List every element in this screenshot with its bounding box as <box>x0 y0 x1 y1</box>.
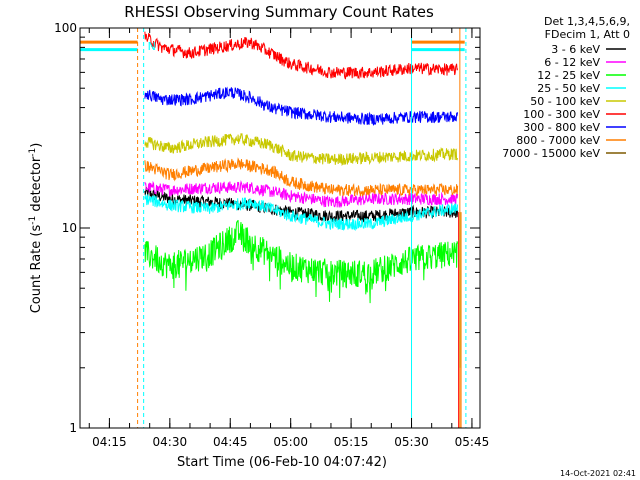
series-line-2 <box>144 219 459 304</box>
x-tick-label: 05:15 <box>334 435 369 449</box>
legend-entry-label: 7000 - 15000 keV <box>502 147 600 160</box>
y-axis: 1 10 100 <box>54 21 480 435</box>
legend-header-line: Det 1,3,4,5,6,9, <box>544 15 630 28</box>
x-axis-label: Start Time (06-Feb-10 04:07:42) <box>177 455 387 470</box>
y-axis-label-part: detector <box>29 156 44 216</box>
legend-entry-label: 3 - 6 keV <box>551 43 600 56</box>
plot-area: N <box>80 28 467 428</box>
legend-entry-label: 12 - 25 keV <box>537 69 600 82</box>
y-axis-label-exponent: -1 <box>28 148 38 157</box>
x-tick-label: 04:45 <box>213 435 248 449</box>
series-line-3 <box>144 193 459 232</box>
y-tick-label: 10 <box>62 221 77 235</box>
footer-date: 14-Oct-2021 02:41 <box>560 469 636 478</box>
chart-title: RHESSI Observing Summary Count Rates <box>124 3 434 21</box>
x-axis: 04:15 04:30 04:45 05:00 05:15 05:30 05:45 <box>88 28 490 449</box>
y-axis-label-part: Count Rate (s <box>29 225 44 314</box>
y-axis-label-exponent: -1 <box>28 216 38 225</box>
y-axis-label: Count Rate (s-1 detector-1) <box>28 143 44 314</box>
marker-label: N <box>148 40 156 53</box>
series-line-6 <box>144 86 459 126</box>
series-line-4 <box>144 133 459 167</box>
series-line-1 <box>144 179 459 209</box>
x-tick-label: 04:15 <box>92 435 127 449</box>
x-tick-label: 05:00 <box>273 435 308 449</box>
x-tick-label: 04:30 <box>153 435 188 449</box>
legend: Det 1,3,4,5,6,9, FDecim 1, Att 0 3 - 6 k… <box>502 15 630 160</box>
y-axis-label-part: ) <box>29 143 44 148</box>
series-line-5 <box>144 31 459 80</box>
series-line-7 <box>144 157 459 197</box>
legend-header-line: FDecim 1, Att 0 <box>545 28 630 41</box>
legend-entry-label: 800 - 7000 keV <box>516 134 600 147</box>
legend-entry-label: 6 - 12 keV <box>544 56 600 69</box>
legend-entry-label: 100 - 300 keV <box>523 108 600 121</box>
legend-entry-label: 25 - 50 keV <box>537 82 600 95</box>
x-tick-label: 05:45 <box>455 435 490 449</box>
x-tick-label: 05:30 <box>394 435 429 449</box>
y-tick-label: 1 <box>69 421 77 435</box>
legend-entry-label: 300 - 800 keV <box>523 121 600 134</box>
y-tick-label: 100 <box>54 21 77 35</box>
legend-entry-label: 50 - 100 keV <box>530 95 600 108</box>
